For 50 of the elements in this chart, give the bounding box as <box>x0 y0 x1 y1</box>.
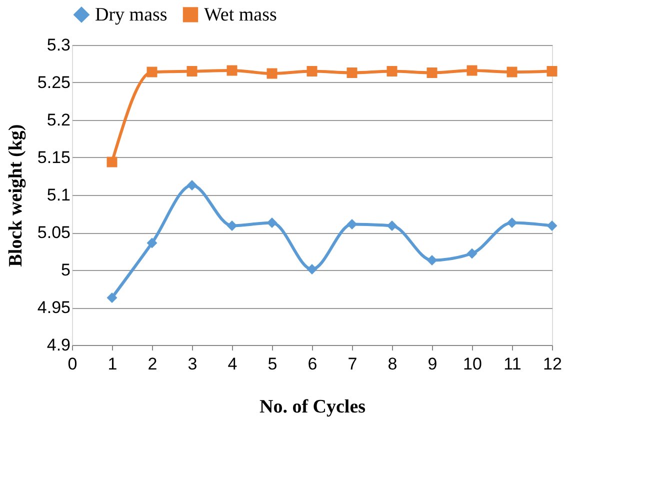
y-tick-label: 5.25 <box>37 73 70 92</box>
point <box>306 264 318 274</box>
x-axis-title: No. of Cycles <box>259 396 366 418</box>
point <box>186 66 198 76</box>
y-tick-label: 5.15 <box>37 148 70 167</box>
x-tick-label: 7 <box>348 354 358 374</box>
legend-label: Dry mass <box>95 4 168 26</box>
point <box>386 220 398 231</box>
x-tick-label: 9 <box>428 354 438 374</box>
x-tick-label: 1 <box>108 354 118 374</box>
y-tick-label: 5.2 <box>46 110 70 130</box>
point <box>546 66 558 76</box>
x-tick-label: 5 <box>268 354 278 374</box>
y-tick-label: 5.05 <box>37 223 70 242</box>
point <box>106 156 118 168</box>
point <box>266 218 278 228</box>
x-tick-label: 10 <box>463 354 482 374</box>
point <box>146 66 158 78</box>
point <box>426 255 438 266</box>
x-tick-label: 12 <box>543 354 562 374</box>
point <box>146 238 158 248</box>
y-tick-label: 4.9 <box>46 336 70 354</box>
point <box>346 219 358 230</box>
point <box>506 66 518 78</box>
point <box>466 65 478 76</box>
legend-label: Wet mass <box>204 4 277 26</box>
x-tick-label: 2 <box>148 354 158 374</box>
x-tick-label: 11 <box>504 354 522 374</box>
point <box>506 218 518 228</box>
x-tick-label: 3 <box>188 354 198 374</box>
point <box>266 68 278 79</box>
point <box>186 180 198 190</box>
y-axis-title: Block weight (kg) <box>5 124 26 267</box>
point <box>106 292 118 303</box>
point <box>386 66 398 76</box>
x-tick-label: 8 <box>388 354 398 374</box>
point <box>226 65 238 76</box>
point <box>426 68 438 78</box>
x-tick-label: 4 <box>228 354 238 374</box>
y-tick-label: 5.1 <box>46 186 70 204</box>
x-tick-label: 6 <box>308 354 318 374</box>
point <box>346 68 358 78</box>
point <box>546 220 558 231</box>
x-tick-label: 0 <box>68 354 78 374</box>
point <box>466 248 478 259</box>
y-tick-label: 5.3 <box>46 36 70 54</box>
y-tick-label: 5 <box>61 260 70 280</box>
point <box>226 220 238 231</box>
y-tick-label: 4.95 <box>37 298 70 317</box>
point <box>306 66 318 76</box>
